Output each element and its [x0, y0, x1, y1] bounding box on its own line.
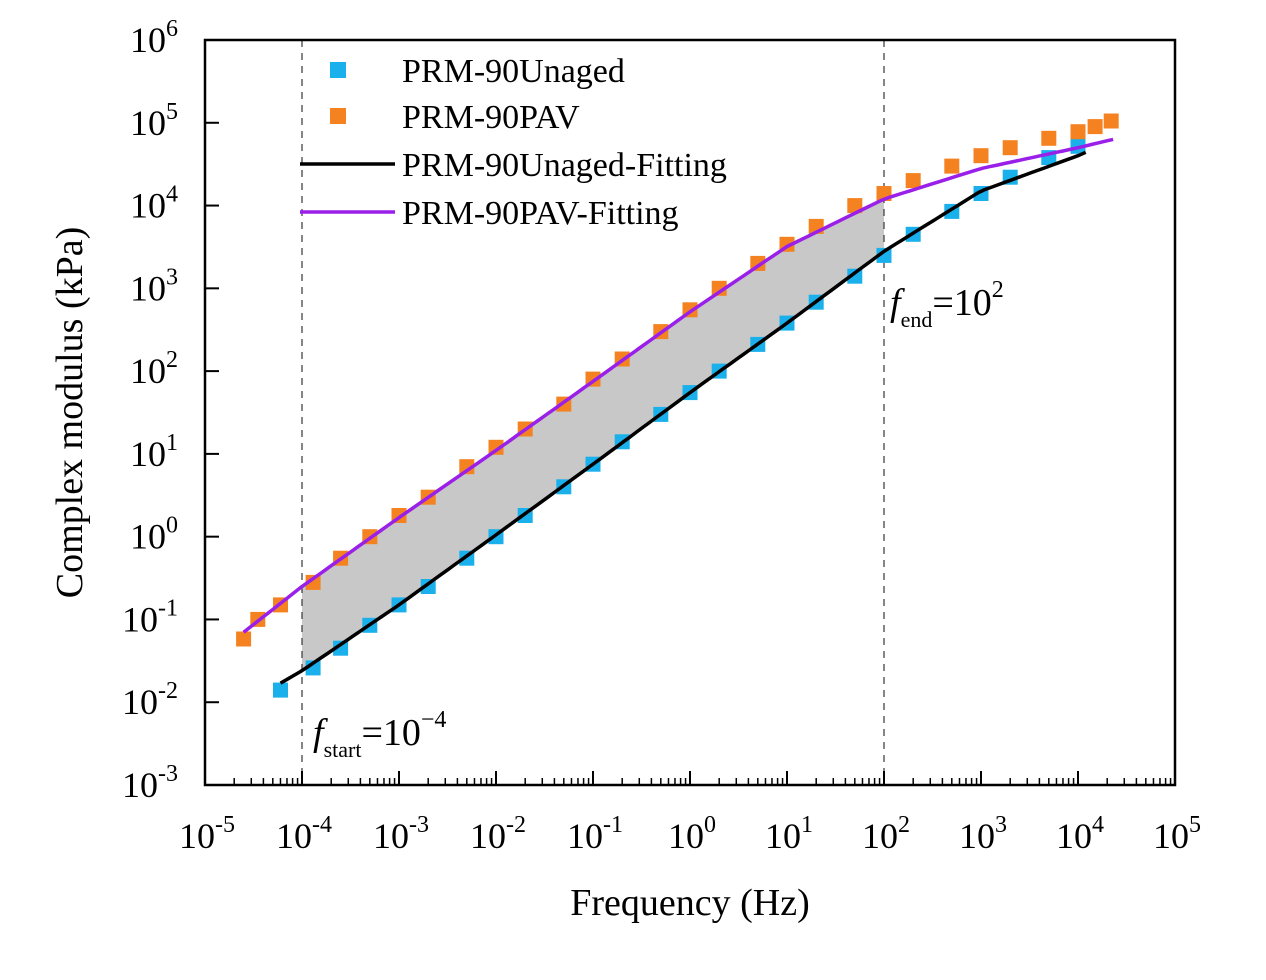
legend: PRM-90Unaged PRM-90PAV PRM-90Unaged-Fittin… [300, 53, 727, 232]
x-tick-label: 10-4 [276, 812, 332, 856]
data-point [905, 173, 921, 189]
data-point [876, 247, 892, 263]
data-point [1087, 119, 1103, 135]
shaded-region-layer [302, 199, 884, 671]
y-tick-label: 103 [130, 264, 178, 308]
series-prm-90unaged-fitting-line [279, 150, 1087, 685]
data-point [459, 459, 475, 475]
y-axis-title: Complex modulus (kPa) [49, 227, 91, 599]
data-point [1070, 124, 1086, 140]
legend-label: PRM-90PAV-Fitting [402, 195, 679, 232]
data-point [711, 280, 727, 296]
data-point [847, 268, 863, 284]
fit-lines-layer [242, 137, 1114, 685]
axes-layer: 10-5 10-4 10-3 10-2 10-1 100 101 102 103 104 105 10… [49, 16, 1201, 924]
x-tick-label: 102 [862, 812, 910, 856]
data-point [333, 640, 349, 656]
y-tick-label: 101 [130, 430, 178, 474]
y-tick-label: 104 [130, 182, 178, 226]
annotations-layer: fstart=10−4 fend=102 [313, 277, 1004, 762]
legend-label: PRM-90Unaged-Fitting [402, 147, 727, 184]
series-prm-90pav-fitting-line [242, 137, 1114, 634]
legend-marker-prm-90unaged [330, 62, 346, 78]
x-tick-label: 10-3 [373, 812, 429, 856]
annotation-f-start: fstart=10−4 [313, 707, 446, 762]
legend-label: PRM-90PAV [402, 99, 580, 136]
data-point [1002, 140, 1018, 156]
x-tick-label: 10-2 [470, 812, 526, 856]
y-tick-label: 10-3 [122, 761, 178, 805]
x-tick-label: 103 [959, 812, 1007, 856]
data-point [1103, 113, 1119, 129]
x-tick-label: 10-5 [179, 812, 235, 856]
shaded-region [302, 199, 884, 671]
x-tick-label: 104 [1056, 812, 1104, 856]
data-point [236, 631, 252, 647]
data-point [944, 158, 960, 174]
x-tick-label: 10-1 [567, 812, 623, 856]
x-tick-label: 100 [668, 812, 716, 856]
data-point [847, 198, 863, 214]
y-tick-label: 10-2 [122, 678, 178, 722]
data-point [273, 682, 288, 698]
data-point [305, 574, 321, 590]
legend-marker-prm-90pav [330, 108, 346, 124]
annotation-f-end: fend=102 [890, 277, 1004, 332]
x-tick-label: 105 [1153, 812, 1201, 856]
x-tick-label: 101 [765, 812, 813, 856]
legend-label: PRM-90Unaged [402, 53, 625, 90]
data-point [1041, 130, 1057, 146]
y-tick-label: 102 [130, 347, 178, 391]
y-tick-label: 10-1 [122, 595, 178, 639]
x-axis-title: Frequency (Hz) [570, 882, 810, 924]
y-tick-label: 105 [130, 99, 178, 143]
y-tick-label: 100 [130, 513, 178, 557]
data-point [973, 148, 989, 164]
y-tick-label: 106 [130, 16, 178, 60]
